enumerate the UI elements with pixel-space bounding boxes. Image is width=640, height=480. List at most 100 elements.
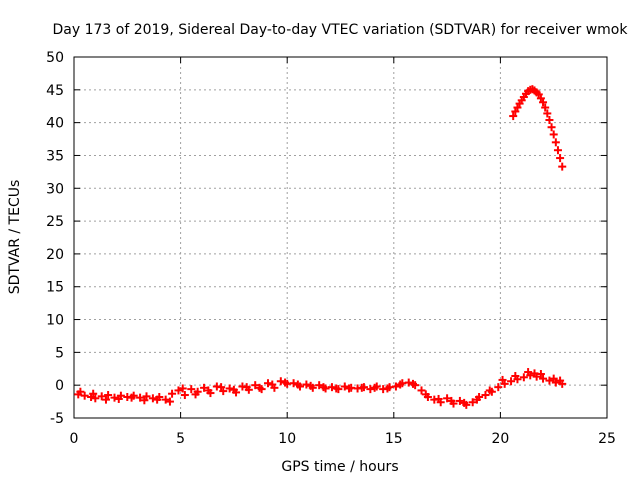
data-point xyxy=(217,383,226,392)
data-point xyxy=(281,378,290,387)
data-point xyxy=(539,374,548,383)
y-tick-label: 5 xyxy=(55,345,64,361)
data-point xyxy=(332,384,341,393)
data-point xyxy=(200,383,209,392)
y-tick-label: 20 xyxy=(46,247,64,263)
data-point xyxy=(110,393,119,402)
data-point xyxy=(264,379,273,388)
data-point xyxy=(447,396,456,405)
data-point xyxy=(421,390,430,399)
data-point xyxy=(556,376,565,385)
data-point xyxy=(408,379,417,388)
data-point xyxy=(148,394,157,403)
y-axis-label: SDTVAR / TECUs xyxy=(7,180,23,295)
data-point xyxy=(370,383,379,392)
data-point xyxy=(140,396,149,405)
data-point xyxy=(396,380,405,389)
data-point xyxy=(302,380,311,389)
data-point xyxy=(153,395,162,404)
data-point xyxy=(547,123,556,132)
data-point xyxy=(443,394,452,403)
data-point xyxy=(545,376,554,385)
data-point xyxy=(366,385,375,394)
data-point xyxy=(468,398,477,407)
y-tick-label: 45 xyxy=(46,83,64,99)
data-point xyxy=(455,396,464,405)
data-point xyxy=(417,386,426,395)
data-point xyxy=(511,371,520,380)
data-point xyxy=(91,394,100,403)
data-point xyxy=(225,384,234,393)
data-point xyxy=(485,386,494,395)
y-tick-label: 50 xyxy=(46,50,64,66)
x-tick-label: 10 xyxy=(278,431,296,447)
data-point xyxy=(204,386,213,395)
data-point xyxy=(80,391,89,400)
y-tick-label: 10 xyxy=(46,313,64,329)
data-point xyxy=(255,383,264,392)
data-point xyxy=(530,369,539,378)
data-point xyxy=(293,380,302,389)
data-point xyxy=(532,88,541,97)
data-point xyxy=(229,385,238,394)
data-point xyxy=(519,373,528,382)
data-point xyxy=(507,377,516,386)
data-point xyxy=(89,389,98,398)
y-tick-label: 30 xyxy=(46,181,64,197)
data-point xyxy=(498,375,507,384)
data-point xyxy=(524,87,533,96)
data-point xyxy=(494,383,503,392)
data-point xyxy=(161,395,170,404)
data-point xyxy=(509,112,518,121)
x-tick-label: 0 xyxy=(70,431,79,447)
data-point xyxy=(327,383,336,392)
axis-ticks: 0 5 10 15 20 25 -5 0 5 10 15 20 25 30 35 40 45 50 xyxy=(46,50,616,447)
data-point xyxy=(434,394,443,403)
data-point xyxy=(545,116,554,125)
x-tick-label: 25 xyxy=(598,431,616,447)
y-tick-label: 0 xyxy=(55,378,64,394)
x-tick-label: 5 xyxy=(176,431,185,447)
grid xyxy=(74,57,607,418)
data-point xyxy=(383,384,392,393)
data-points xyxy=(74,85,567,409)
data-point xyxy=(168,389,177,398)
data-point xyxy=(180,391,189,400)
x-tick-label: 20 xyxy=(491,431,509,447)
data-point xyxy=(104,391,113,400)
data-point xyxy=(472,395,481,404)
data-point xyxy=(251,381,260,390)
data-point xyxy=(357,383,366,392)
data-point xyxy=(191,390,200,399)
data-point xyxy=(481,391,490,400)
data-point xyxy=(289,379,298,388)
data-point xyxy=(165,397,174,406)
data-point xyxy=(519,93,528,102)
data-point xyxy=(391,382,400,391)
y-tick-label: 35 xyxy=(46,148,64,164)
data-point xyxy=(127,393,136,402)
data-point xyxy=(558,162,567,171)
data-point xyxy=(345,384,354,393)
data-point xyxy=(460,398,469,407)
data-point xyxy=(76,387,85,396)
data-point xyxy=(242,383,251,392)
data-point xyxy=(549,374,558,383)
data-point xyxy=(319,383,328,392)
data-point xyxy=(404,378,413,387)
y-tick-label: 40 xyxy=(46,116,64,132)
data-point xyxy=(549,130,558,139)
data-point xyxy=(536,94,545,103)
data-point xyxy=(101,395,110,404)
data-point xyxy=(306,381,315,390)
data-point xyxy=(511,107,520,116)
data-point xyxy=(551,138,560,147)
y-tick-label: 15 xyxy=(46,280,64,296)
data-point xyxy=(556,154,565,163)
data-point xyxy=(524,368,533,377)
chart-title: Day 173 of 2019, Sidereal Day-to-day VTE… xyxy=(53,22,629,38)
data-point xyxy=(268,380,277,389)
data-point xyxy=(541,103,550,112)
data-point xyxy=(543,109,552,118)
